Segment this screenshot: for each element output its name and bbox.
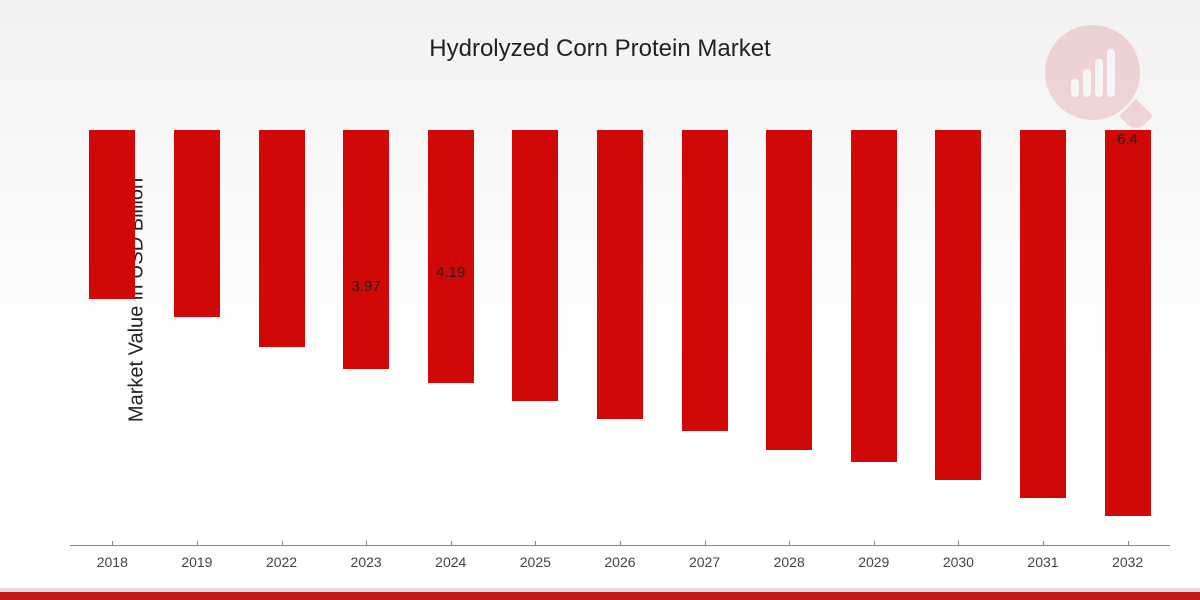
bar-group bbox=[662, 130, 747, 540]
footer-accent-bar bbox=[0, 592, 1200, 600]
bar-group bbox=[493, 130, 578, 540]
x-tick-label: 2028 bbox=[747, 546, 832, 570]
bar-value-label: 4.19 bbox=[436, 264, 465, 281]
x-axis: 2018201920222023202420252026202720282029… bbox=[70, 545, 1170, 570]
bar bbox=[682, 130, 728, 431]
bar bbox=[89, 130, 135, 299]
bar-group bbox=[578, 130, 663, 540]
bar-value-label: 6.4 bbox=[1117, 131, 1138, 148]
bar bbox=[428, 130, 474, 383]
bar-group bbox=[831, 130, 916, 540]
x-tick-label: 2024 bbox=[408, 546, 493, 570]
bar bbox=[174, 130, 220, 317]
chart-title: Hydrolyzed Corn Protein Market bbox=[0, 0, 1200, 63]
bar bbox=[766, 130, 812, 450]
bar-group bbox=[916, 130, 1001, 540]
bar-group bbox=[70, 130, 155, 540]
bar bbox=[597, 130, 643, 419]
x-tick-label: 2019 bbox=[155, 546, 240, 570]
bar-group: 6.4 bbox=[1085, 130, 1170, 540]
bar-group bbox=[155, 130, 240, 540]
bar bbox=[512, 130, 558, 401]
x-tick-label: 2018 bbox=[70, 546, 155, 570]
x-tick-label: 2029 bbox=[831, 546, 916, 570]
x-tick-label: 2022 bbox=[239, 546, 324, 570]
bar-group: 3.97 bbox=[324, 130, 409, 540]
x-tick-label: 2025 bbox=[493, 546, 578, 570]
bar-group bbox=[1001, 130, 1086, 540]
chart-container: Hydrolyzed Corn Protein Market Market Va… bbox=[0, 0, 1200, 600]
x-tick-label: 2031 bbox=[1001, 546, 1086, 570]
bar bbox=[1020, 130, 1066, 498]
bar bbox=[1105, 130, 1151, 516]
x-tick-label: 2030 bbox=[916, 546, 1001, 570]
bar-value-label: 3.97 bbox=[352, 278, 381, 295]
bar bbox=[851, 130, 897, 462]
x-tick-label: 2032 bbox=[1085, 546, 1170, 570]
bar-group bbox=[747, 130, 832, 540]
bar bbox=[259, 130, 305, 347]
x-tick-label: 2023 bbox=[324, 546, 409, 570]
x-tick-label: 2026 bbox=[578, 546, 663, 570]
x-tick-label: 2027 bbox=[662, 546, 747, 570]
plot-area: 3.97 4.19 6.4 bbox=[70, 130, 1170, 540]
bar-group bbox=[239, 130, 324, 540]
bar-group: 4.19 bbox=[408, 130, 493, 540]
bar bbox=[935, 130, 981, 480]
bars-container: 3.97 4.19 6.4 bbox=[70, 130, 1170, 540]
watermark-logo bbox=[1045, 25, 1140, 120]
bar bbox=[343, 130, 389, 369]
